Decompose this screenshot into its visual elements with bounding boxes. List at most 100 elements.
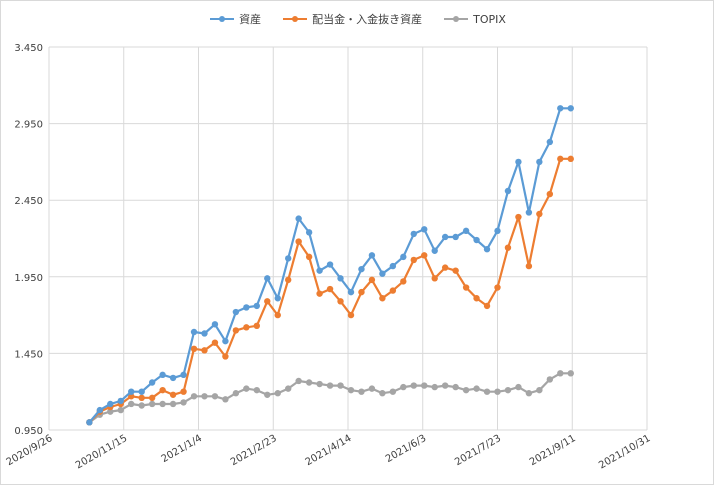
data-point [483, 302, 491, 310]
data-point [211, 321, 219, 328]
series-line [88, 372, 571, 424]
data-point [117, 397, 124, 405]
data-point [253, 386, 261, 394]
data-point [483, 246, 491, 253]
legend-item-assets-ex-dividends: 配当金・入金抜き資産 [283, 11, 422, 27]
data-point [295, 377, 302, 385]
data-point [243, 385, 250, 392]
data-point [128, 388, 135, 395]
data-point [264, 275, 271, 282]
legend-swatch-assets [210, 16, 235, 22]
data-point [295, 238, 302, 245]
data-point [169, 400, 177, 408]
data-point [107, 408, 114, 415]
data-point [316, 290, 323, 297]
data-point [557, 370, 564, 377]
data-point [274, 311, 281, 319]
data-point [274, 390, 281, 397]
data-point [379, 270, 386, 277]
data-point [431, 275, 438, 282]
data-point [462, 227, 470, 235]
data-point [421, 382, 428, 389]
data-point [211, 393, 219, 400]
data-point [368, 385, 376, 392]
x-tick-label: 2020/9/26 [5, 433, 55, 468]
data-point [379, 390, 386, 397]
data-point [536, 210, 543, 218]
y-tick-label: 1.450 [14, 349, 43, 360]
data-point [358, 288, 365, 296]
data-point [567, 105, 574, 112]
data-point [525, 209, 533, 216]
data-point [169, 374, 177, 382]
data-point [222, 396, 229, 403]
data-point [494, 227, 501, 235]
data-point [389, 262, 397, 270]
data-point [431, 247, 438, 254]
data-point [504, 244, 512, 251]
legend-swatch-assets-ex-dividends [283, 16, 308, 22]
data-point [389, 287, 397, 294]
data-point [305, 253, 313, 261]
y-axis-tick-labels: 0.950 1.450 1.950 2.450 2.950 3.450 [14, 43, 43, 437]
data-point [138, 402, 145, 409]
data-point [358, 388, 365, 395]
data-point [515, 383, 522, 391]
data-point [96, 406, 104, 414]
data-point [326, 261, 334, 268]
x-axis-tick-labels: 2020/9/26 2020/11/15 2021/1/4 2021/2/23 2021… [5, 433, 653, 471]
data-point [211, 339, 219, 346]
data-point [159, 386, 166, 394]
data-point [368, 276, 376, 284]
data-point [180, 388, 187, 395]
data-point [117, 406, 124, 414]
data-point [285, 385, 292, 392]
data-point [410, 256, 417, 264]
data-point [326, 285, 334, 293]
data-point [232, 327, 240, 334]
data-point [201, 393, 208, 400]
data-point [525, 390, 533, 397]
series-1 [86, 155, 574, 426]
data-point [138, 388, 145, 395]
data-point [546, 376, 554, 383]
data-point [525, 262, 533, 270]
data-point [410, 230, 417, 238]
data-point [190, 345, 198, 353]
data-point [264, 298, 271, 305]
data-point [515, 213, 522, 221]
data-point [285, 276, 292, 284]
legend-label-assets-ex-dividends: 配当金・入金抜き資産 [312, 13, 423, 26]
data-point [400, 253, 407, 261]
x-tick-label: 2021/9/11 [528, 433, 578, 468]
data-point [201, 330, 208, 337]
data-point [557, 155, 564, 163]
data-point [473, 295, 480, 302]
data-point [201, 347, 208, 354]
x-tick-label: 2021/1/4 [160, 433, 204, 465]
series-2 [86, 370, 574, 426]
data-point [253, 302, 261, 310]
x-tick-label: 2021/6/3 [384, 433, 428, 465]
x-tick-label: 2020/11/15 [74, 433, 129, 471]
data-point [316, 267, 323, 274]
y-tick-label: 3.450 [14, 43, 43, 54]
data-point [190, 328, 198, 336]
data-point [148, 379, 156, 386]
legend: 資産 配当金・入金抜き資産 TOPIX [1, 11, 714, 27]
data-point [368, 252, 376, 259]
data-point [190, 393, 198, 400]
x-tick-label: 2021/10/31 [597, 433, 652, 471]
data-point [86, 419, 93, 426]
data-point [285, 255, 292, 262]
data-point [546, 138, 554, 146]
data-point [452, 383, 459, 391]
x-tick-label: 2021/7/23 [453, 433, 503, 468]
data-point [473, 236, 480, 244]
data-point [159, 400, 166, 408]
data-point [159, 371, 166, 379]
data-point [148, 394, 156, 402]
data-point [148, 400, 156, 408]
series-lines [86, 105, 574, 426]
